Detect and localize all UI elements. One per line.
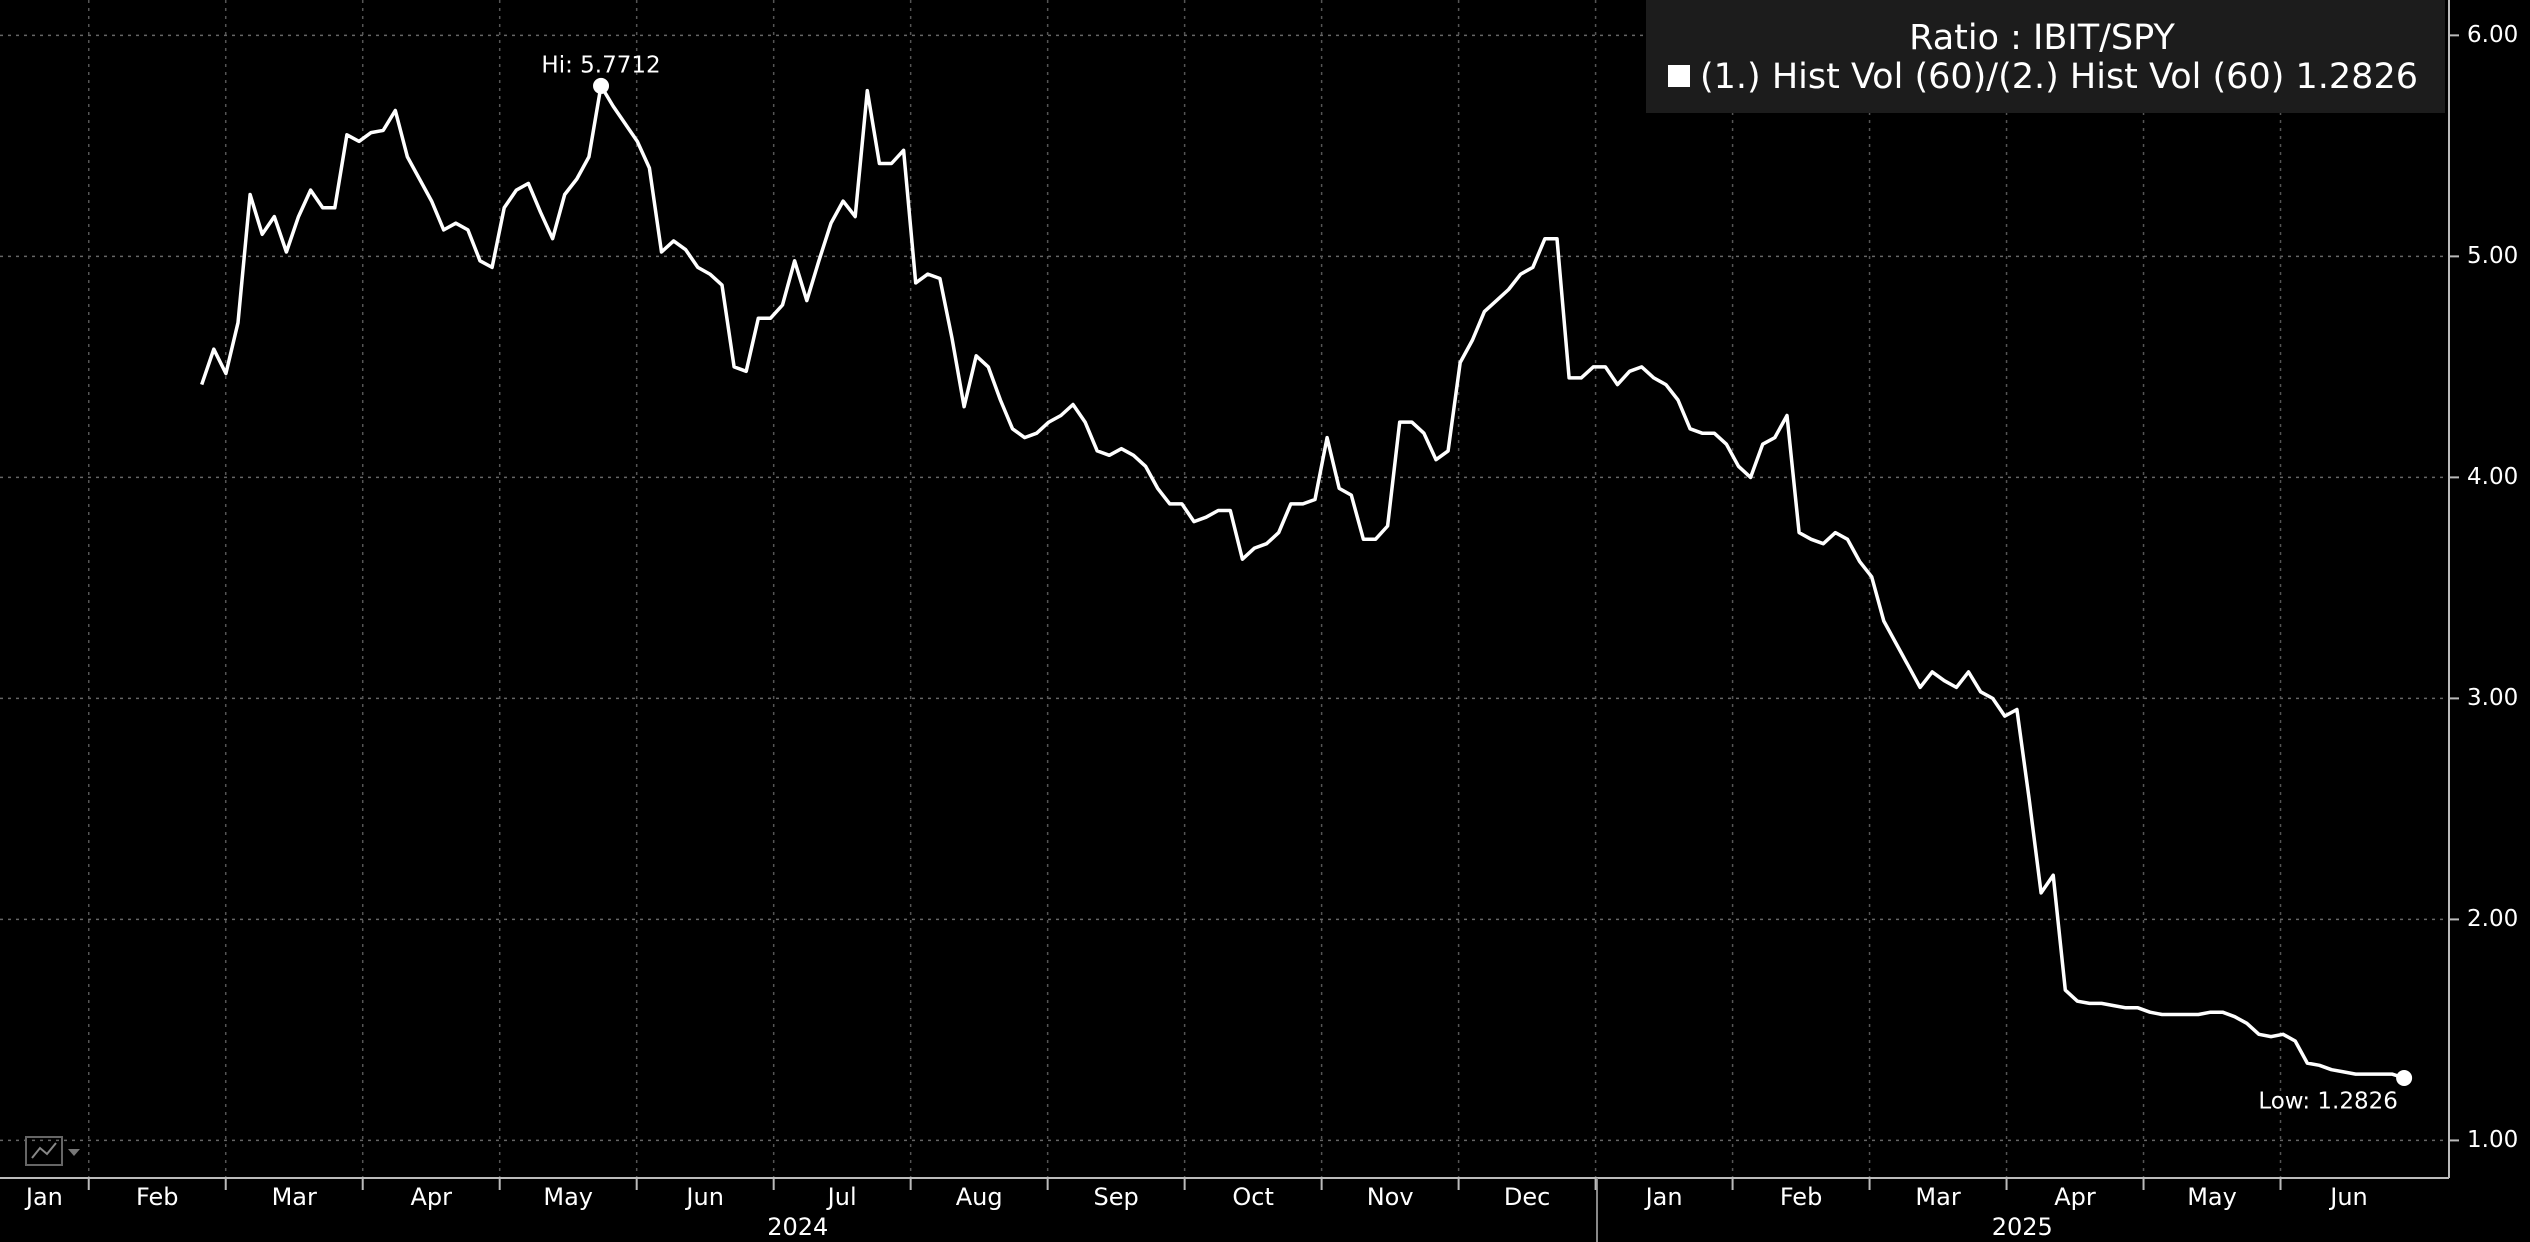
legend-box (1646, 0, 2445, 113)
y-tick-label: 6.00 (2467, 22, 2518, 48)
grid (0, 0, 2449, 1178)
low-annotation: Low: 1.2826 (2258, 1088, 2398, 1114)
y-tick-label: 3.00 (2467, 685, 2518, 711)
chart-type-icon-glyph (31, 1142, 57, 1159)
x-tick-label: Jan (24, 1183, 63, 1211)
x-tick-label: Mar (272, 1183, 317, 1211)
legend-swatch (1668, 65, 1690, 87)
x-tick-label: Apr (410, 1183, 452, 1211)
series-line (200, 84, 2405, 1080)
x-tick-label: Jan (1644, 1183, 1683, 1211)
legend-value: 1.2826 (2296, 57, 2418, 97)
chart-type-dropdown[interactable] (68, 1149, 80, 1156)
x-tick-label: Feb (1780, 1183, 1823, 1211)
y-tick-label: 1.00 (2467, 1127, 2518, 1153)
x-tick-label: Mar (1915, 1183, 1960, 1211)
legend-title: Ratio : IBIT/SPY (1909, 18, 2175, 58)
year-label: 2024 (767, 1213, 828, 1241)
x-tick-label: Nov (1367, 1183, 1414, 1211)
x-tick-label: Apr (2054, 1183, 2096, 1211)
x-tick-label: Jul (826, 1183, 857, 1211)
year-label: 2025 (1992, 1213, 2053, 1241)
x-tick-label: Jun (2328, 1183, 2368, 1211)
x-tick-label: Jun (684, 1183, 724, 1211)
x-tick-label: May (2187, 1183, 2237, 1211)
x-tick-label: Oct (1232, 1183, 1274, 1211)
x-tick-label: Dec (1504, 1183, 1550, 1211)
high-marker (593, 77, 610, 94)
legend-entry: (1.) Hist Vol (60)/(2.) Hist Vol (60) 1.… (1700, 57, 2418, 97)
low-marker (2396, 1069, 2413, 1086)
x-tick-label: Aug (956, 1183, 1003, 1211)
x-tick-label: Feb (136, 1183, 179, 1211)
y-tick-label: 4.00 (2467, 464, 2518, 490)
x-tick-label: Sep (1094, 1183, 1139, 1211)
chart-type-icon[interactable] (25, 1136, 63, 1166)
y-tick-label: 2.00 (2467, 906, 2518, 932)
legend-name: (1.) Hist Vol (60)/(2.) Hist Vol (60) (1700, 57, 2284, 97)
x-tick-label: May (543, 1183, 593, 1211)
y-tick-label: 5.00 (2467, 243, 2518, 269)
high-annotation: Hi: 5.7712 (541, 52, 660, 78)
